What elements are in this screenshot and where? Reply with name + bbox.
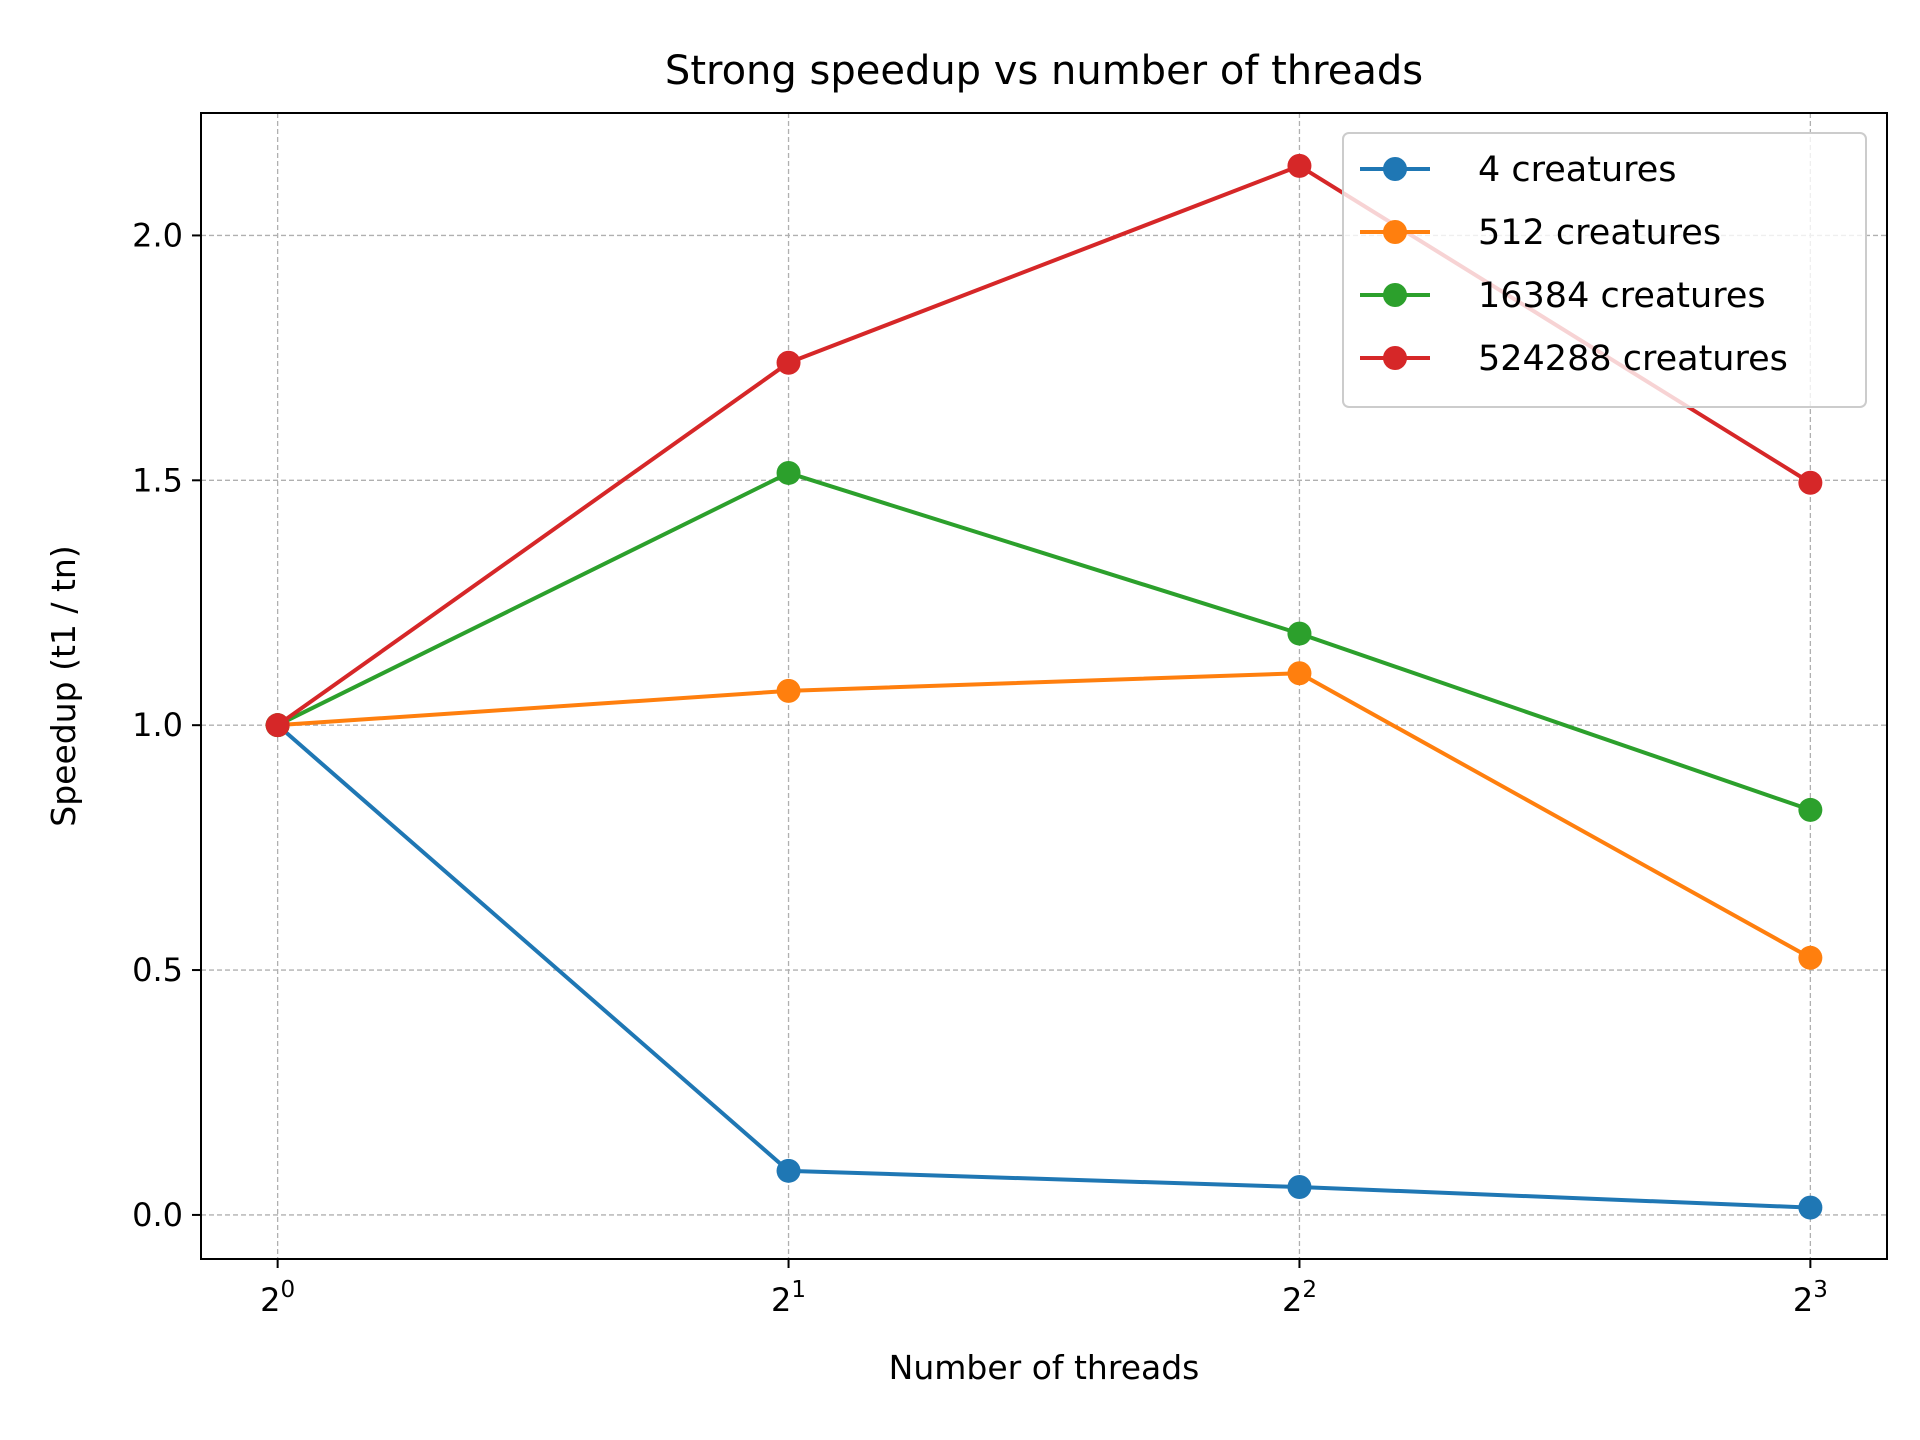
legend-label: 16384 creatures <box>1478 276 1766 316</box>
data-point-524288-creatures <box>1798 470 1823 495</box>
grid-layer <box>201 113 1887 1259</box>
x-tick-label: 20 <box>260 1277 295 1319</box>
data-point-16384-creatures <box>776 460 801 485</box>
x-tick-exponent: 1 <box>791 1277 806 1303</box>
data-point-524288-creatures <box>776 350 801 375</box>
x-tick-label: 21 <box>771 1277 806 1319</box>
data-point-16384-creatures <box>1287 621 1312 646</box>
y-tick-label: 0.5 <box>132 951 183 989</box>
x-tick-label: 22 <box>1282 1277 1317 1319</box>
data-point-512-creatures <box>1798 945 1823 970</box>
x-tick-exponent: 2 <box>1302 1277 1317 1303</box>
data-point-4-creatures <box>1287 1175 1312 1200</box>
series-layer <box>265 153 1823 1220</box>
legend-label: 524288 creatures <box>1478 339 1788 379</box>
series-line-16384-creatures <box>275 470 1813 812</box>
legend-marker <box>1383 220 1407 244</box>
y-tick-label: 0.0 <box>132 1196 183 1234</box>
data-point-4-creatures <box>776 1158 801 1183</box>
x-tick-base: 2 <box>771 1281 791 1319</box>
y-tick-label: 1.5 <box>132 461 183 499</box>
plot-frame <box>200 112 1888 1260</box>
x-tick-exponent: 3 <box>1813 1277 1828 1303</box>
legend-marker <box>1383 346 1407 370</box>
y-axis-label: Speedup (t1 / tn) <box>44 545 83 826</box>
series-line-512-creatures <box>275 671 1813 960</box>
y-tick-label: 2.0 <box>132 216 183 254</box>
legend-marker <box>1383 283 1407 307</box>
x-tick-base: 2 <box>1793 1281 1813 1319</box>
x-tick-exponent: 0 <box>280 1277 295 1303</box>
series-line-4-creatures <box>275 723 1813 1210</box>
y-tick-label: 1.0 <box>132 706 183 744</box>
data-point-524288-creatures <box>265 713 290 738</box>
legend-label: 4 creatures <box>1478 150 1677 190</box>
data-point-16384-creatures <box>1798 797 1823 822</box>
x-tick-base: 2 <box>260 1281 280 1319</box>
legend-box <box>1342 132 1867 408</box>
legend-label: 512 creatures <box>1478 213 1721 253</box>
legend-marker <box>1383 157 1407 181</box>
data-point-512-creatures <box>776 678 801 703</box>
tick-layer: 20 21 22 230.00.51.01.52.0 <box>132 216 1828 1319</box>
x-tick-label: 23 <box>1793 1277 1828 1319</box>
data-point-512-creatures <box>1287 661 1312 686</box>
x-tick-base: 2 <box>1282 1281 1302 1319</box>
x-axis-label: Number of threads <box>889 1348 1200 1387</box>
chart-title: Strong speedup vs number of threads <box>665 48 1423 94</box>
data-point-4-creatures <box>1798 1195 1823 1220</box>
legend: 4 creatures 512 creatures 16384 creatures 5… <box>1342 132 1867 408</box>
data-point-524288-creatures <box>1287 153 1312 178</box>
